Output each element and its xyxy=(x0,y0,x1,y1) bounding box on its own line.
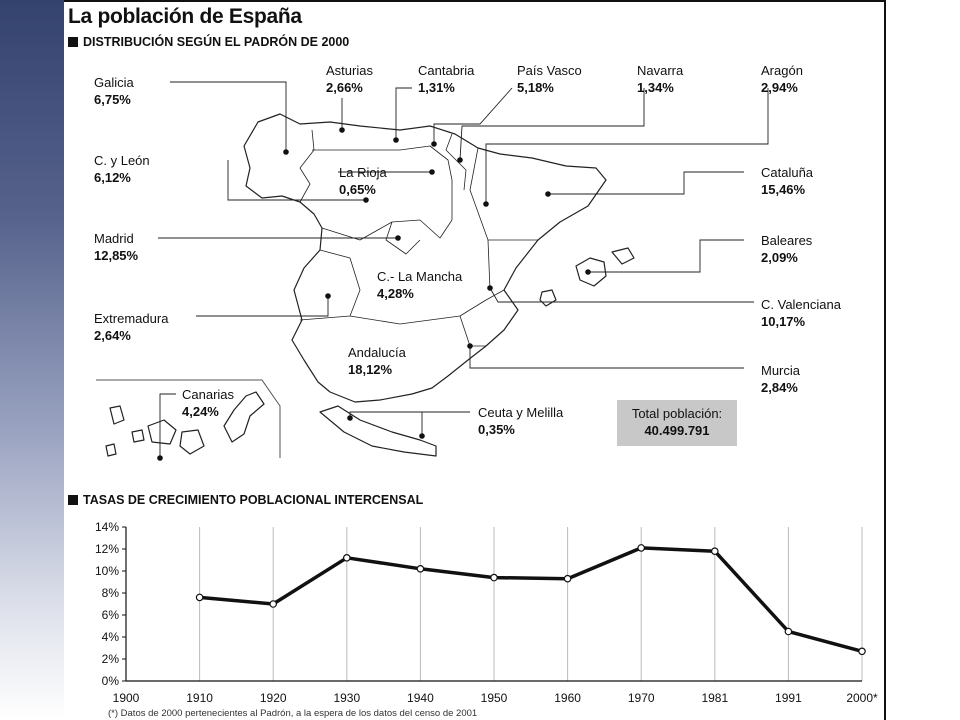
right-rule xyxy=(884,0,886,720)
x-tick-label: 1920 xyxy=(260,691,287,705)
data-point xyxy=(637,544,646,552)
label-cantabria: Cantabria 1,31% xyxy=(418,63,475,95)
data-point xyxy=(784,627,793,636)
main-title: La población de España xyxy=(68,5,302,28)
x-tick-label: 1930 xyxy=(333,691,360,705)
label-canarias: Canarias 4,24% xyxy=(182,387,235,419)
label-cataluna: Cataluña 15,46% xyxy=(761,165,814,197)
x-tick-label: 1910 xyxy=(186,691,213,705)
label-cyleon: C. y León 6,12% xyxy=(94,153,150,185)
map-heading-text: DISTRIBUCIÓN SEGÚN EL PADRÓN DE 2000 xyxy=(83,35,350,49)
label-clamancha: C.- La Mancha 4,28% xyxy=(377,269,463,301)
label-la-rioja: La Rioja 0,65% xyxy=(339,165,387,197)
data-point xyxy=(858,647,866,656)
heading-square-icon xyxy=(68,495,78,505)
x-tick-label: 1940 xyxy=(407,691,434,705)
x-tick-label: 2000* xyxy=(846,691,878,705)
peninsula-outline xyxy=(243,113,607,403)
x-tick-label: 1981 xyxy=(701,691,728,705)
heading-square-icon xyxy=(68,37,78,47)
side-gradient-band xyxy=(0,0,64,720)
label-ceuta: Ceuta y Melilla 0,35% xyxy=(478,405,564,437)
y-tick-label: 4% xyxy=(102,630,120,644)
x-tick-label: 1960 xyxy=(554,691,581,705)
label-andalucia: Andalucía 18,12% xyxy=(348,345,406,377)
label-cvalenciana: C. Valenciana 10,17% xyxy=(761,297,841,329)
x-tick-label: 1950 xyxy=(481,691,508,705)
chart-heading-text: TASAS DE CRECIMIENTO POBLACIONAL INTERCE… xyxy=(83,493,424,507)
y-tick-label: 8% xyxy=(102,586,120,600)
x-tick-label: 1991 xyxy=(775,691,802,705)
data-point xyxy=(710,547,719,556)
x-tick-label: 1970 xyxy=(628,691,655,705)
data-point xyxy=(416,564,425,573)
data-point xyxy=(490,573,498,582)
data-point xyxy=(269,600,278,608)
total-label: Total población: xyxy=(631,406,723,421)
label-extremadura: Extremadura 2,64% xyxy=(94,311,169,343)
total-value: 40.499.791 xyxy=(644,423,710,438)
label-pais-vasco: País Vasco 5,18% xyxy=(517,63,582,95)
y-tick-label: 0% xyxy=(102,674,120,688)
top-rule xyxy=(64,0,886,2)
data-point xyxy=(195,593,204,602)
data-point xyxy=(342,553,351,562)
map-section-heading: DISTRIBUCIÓN SEGÚN EL PADRÓN DE 2000 xyxy=(68,35,349,49)
chart-footnote: (*) Datos de 2000 pertenecientes al Padr… xyxy=(108,708,478,719)
label-aragon: Aragón 2,94% xyxy=(761,63,803,95)
y-tick-label: 12% xyxy=(95,542,119,556)
label-navarra: Navarra 1,34% xyxy=(637,63,684,95)
data-point xyxy=(563,574,572,583)
label-madrid: Madrid 12,85% xyxy=(94,231,139,263)
total-population-box: Total población: 40.499.791 xyxy=(617,400,737,446)
label-asturias: Asturias 2,66% xyxy=(326,63,373,95)
x-tick-label: 1900 xyxy=(113,691,140,705)
y-tick-label: 10% xyxy=(95,564,119,578)
label-galicia: Galicia 6,75% xyxy=(94,75,134,107)
y-tick-label: 2% xyxy=(102,652,120,666)
y-tick-label: 14% xyxy=(95,520,119,534)
series-line xyxy=(199,546,863,653)
label-murcia: Murcia 2,84% xyxy=(761,363,801,395)
label-baleares: Baleares 2,09% xyxy=(761,233,813,265)
canarias-shape xyxy=(109,405,125,425)
y-tick-label: 6% xyxy=(102,608,120,622)
chart-section-heading: TASAS DE CRECIMIENTO POBLACIONAL INTERCE… xyxy=(68,493,423,507)
